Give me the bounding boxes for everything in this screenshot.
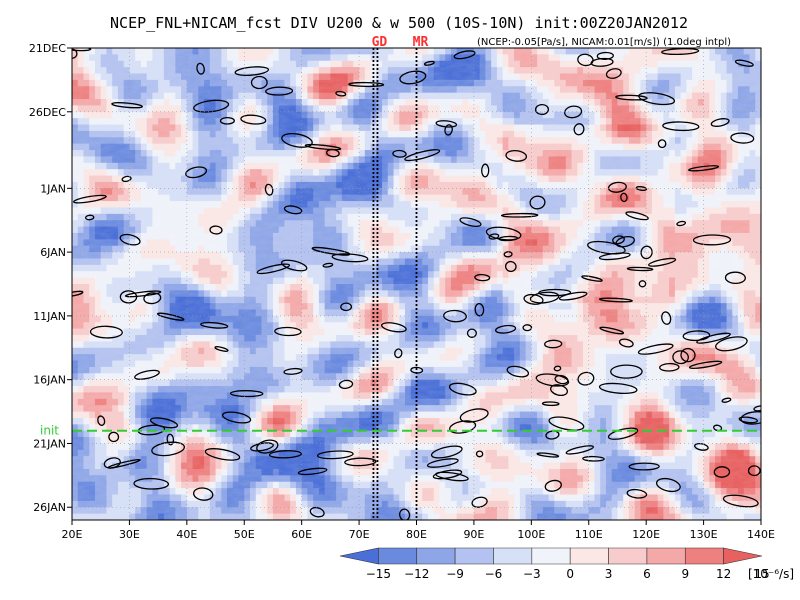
chart-subtitle: (NCEP:-0.05[Pa/s], NICAM:0.01[m/s]) (1.0… [477, 37, 731, 48]
chart-title: NCEP_FNL+NICAM_fcst DIV U200 & w 500 (10… [110, 14, 688, 32]
